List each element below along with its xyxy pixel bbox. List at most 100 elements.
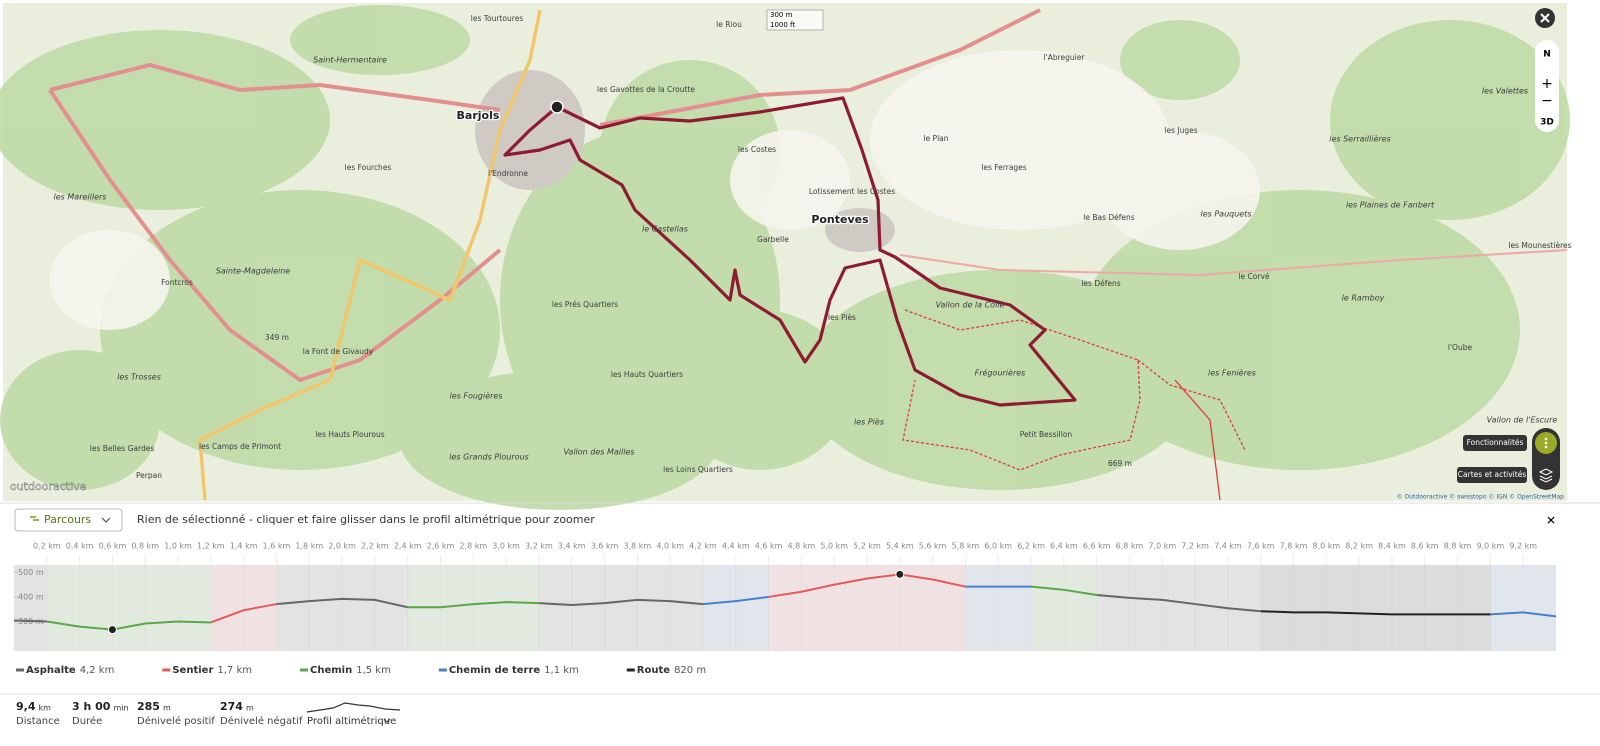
north-button[interactable]: N: [1543, 50, 1551, 60]
x-tick-label: 3,2 km: [525, 542, 553, 551]
y-tick-label: 500 m: [18, 568, 44, 577]
dropdown[interactable]: [14, 508, 123, 532]
x-tick-label: 3,0 km: [492, 542, 520, 551]
place-label: les Juges: [1164, 126, 1197, 135]
x-tick-label: 3,6 km: [591, 542, 619, 551]
place-label: les Piès: [828, 313, 856, 322]
x-tick-label: 8,6 km: [1411, 542, 1439, 551]
x-tick-label: 4,6 km: [755, 542, 783, 551]
legend-name: Asphalte: [26, 665, 76, 676]
place-label: les Loins Quartiers: [663, 465, 733, 474]
x-tick-label: 4,4 km: [722, 542, 750, 551]
place-label: Garbelle: [757, 235, 789, 244]
scale-bar: [766, 9, 824, 31]
legend-length: 1,1 km: [544, 665, 579, 676]
surface-band: [1490, 565, 1556, 651]
legend-name: Sentier: [172, 665, 213, 676]
surface-band: [276, 565, 408, 651]
x-tick-label: 2,4 km: [394, 542, 422, 551]
place-label: les Pauquets: [1200, 210, 1251, 219]
place-label: Petit Bessillon: [1020, 430, 1073, 439]
place-label: le Plan: [923, 134, 948, 143]
place-label: Vallon de l'Escure: [1487, 416, 1558, 425]
stat-label: Dénivelé positif: [137, 715, 215, 727]
x-tick-label: 4,2 km: [689, 542, 717, 551]
surface-band: [538, 565, 703, 651]
legend-length: 4,2 km: [80, 665, 115, 676]
place-label: les Tourtoures: [471, 14, 524, 23]
roads: [48, 8, 1568, 501]
legend: Asphalte 4,2 km Sentier 1,7 km Chemin 1,5 km C…: [16, 665, 706, 676]
place-label: les Trosses: [117, 373, 161, 382]
stat-label: Dénivelé négatif: [220, 715, 303, 727]
place-label: l'Oube: [1448, 343, 1473, 352]
place-label: le Castellas: [642, 225, 688, 234]
legend-name: Route: [637, 665, 670, 676]
x-tick-label: 5,8 km: [952, 542, 980, 551]
map[interactable]: Barjols Ponteves Saint-Hermentaire les Mare…: [0, 3, 1572, 510]
x-tick-label: 8,2 km: [1345, 542, 1373, 551]
plot-background: [14, 565, 1556, 651]
x-tick-label: 2,6 km: [427, 542, 455, 551]
x-tick-label: 9,0 km: [1477, 542, 1505, 551]
surface-band: [965, 565, 1032, 651]
zoom-out[interactable]: −: [1541, 93, 1553, 109]
x-tick-label: 2,0 km: [328, 542, 356, 551]
elevation-line: [13, 593, 1261, 623]
other-trail: [902, 309, 1246, 471]
surface-band: [702, 565, 769, 651]
zoom-in[interactable]: +: [1541, 76, 1553, 92]
stat-value: 9,4: [16, 700, 36, 713]
place-label: les Plaines de Fanbert: [1346, 201, 1435, 210]
tooltip-text: Cartes et activités: [1458, 470, 1527, 479]
place-label: les Fougières: [449, 391, 502, 401]
elevation-profile[interactable]: 0,2 km 0,4 km 0,6 km 0,8 km 1,0 km 1,2 km 1,4 …: [13, 542, 1557, 652]
x-tick-label: 7,0 km: [1148, 542, 1176, 551]
place-label: les Mounestières: [1508, 241, 1571, 250]
x-tick-label: 1,8 km: [295, 542, 323, 551]
place-label: Sainte-Magdeleine: [216, 267, 291, 276]
surface-band: [210, 565, 277, 651]
attribution[interactable]: © Outdooractive © swisstopo © IGN © Open…: [1397, 494, 1565, 501]
x-tick-label: 5,4 km: [886, 542, 914, 551]
place-label: 669 m: [1108, 459, 1132, 468]
stat-unit: km: [39, 704, 52, 713]
dropdown-caret: [101, 517, 111, 523]
elevation-line: [1260, 610, 1491, 616]
x-tick-label: 7,6 km: [1247, 542, 1275, 551]
place-label: le Bas Défens: [1083, 213, 1135, 222]
place-label: Vallon de la Colle: [936, 301, 1005, 310]
place-label: les Belles Gardes: [90, 444, 155, 453]
x-tick-label: 8,0 km: [1312, 542, 1340, 551]
place-label: les Camps de Primont: [199, 442, 281, 451]
profile-caret: [383, 718, 391, 723]
tooltip: [1463, 435, 1527, 451]
place-label: les Hauts Plourous: [315, 430, 384, 439]
scale-label: 1000 ft: [770, 21, 795, 29]
place-label: Lotissement les Costes: [809, 187, 895, 196]
surface-band: [14, 565, 47, 651]
tooltip: [1457, 467, 1527, 483]
x-tick-label: 8,8 km: [1444, 542, 1472, 551]
start-marker[interactable]: [550, 100, 564, 114]
x-tick-label: 6,0 km: [984, 542, 1012, 551]
stat-unit: min: [113, 704, 128, 713]
x-tick-label: 0,2 km: [33, 542, 61, 551]
3d-button[interactable]: 3D: [1540, 118, 1554, 128]
profile-button[interactable]: Profil altimétrique: [307, 715, 396, 727]
close-panel[interactable]: ✕: [1546, 514, 1556, 528]
stat-value: 3 h 00: [72, 700, 111, 713]
place-label: Saint-Hermentaire: [313, 56, 387, 65]
x-tick-label: 7,4 km: [1214, 542, 1242, 551]
surface-band: [46, 565, 211, 651]
x-tick-label: 2,8 km: [459, 542, 487, 551]
route[interactable]: [503, 96, 1077, 407]
surface-band: [1260, 565, 1491, 651]
dropdown-label[interactable]: Parcours: [44, 513, 91, 526]
stat-unit: m: [163, 704, 171, 713]
x-tick-label: 3,4 km: [558, 542, 586, 551]
x-tick-label: 6,4 km: [1050, 542, 1078, 551]
place-label: les Piès: [854, 417, 884, 427]
stat-value: 285: [137, 700, 160, 713]
